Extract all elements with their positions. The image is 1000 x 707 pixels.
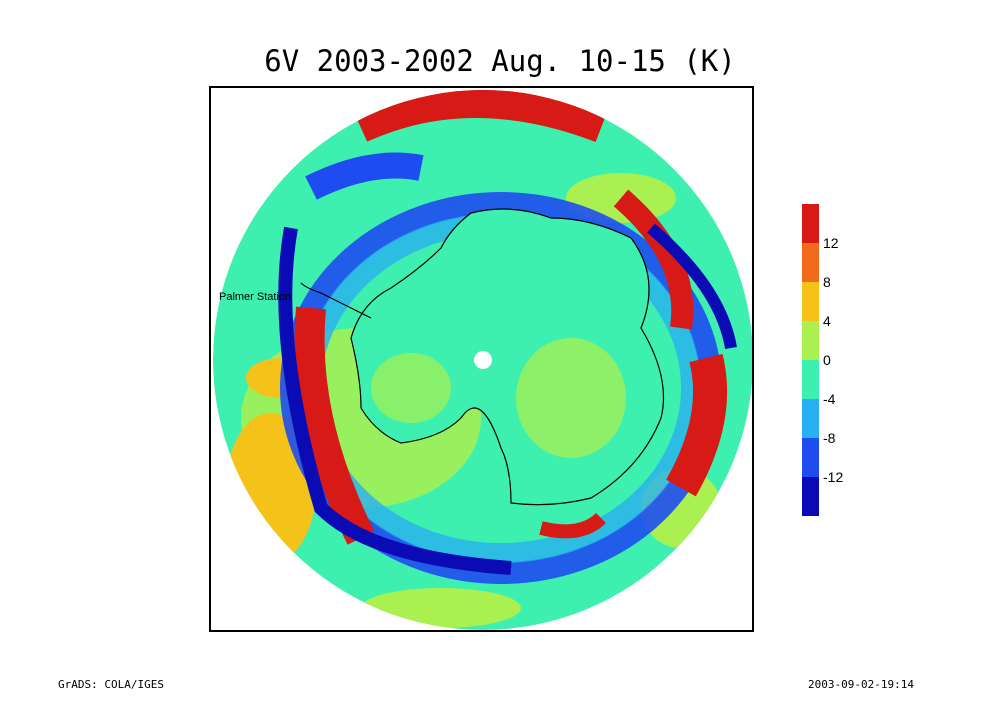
- colorbar-label: -4: [823, 391, 836, 407]
- colorbar-label: 0: [823, 352, 831, 368]
- positive-arc-north-2: [453, 90, 545, 111]
- colorbar-swatch: [802, 438, 819, 477]
- colorbar-label: 12: [823, 235, 839, 251]
- colorbar: [802, 204, 819, 516]
- colorbar-swatch: [802, 399, 819, 438]
- palmer-station-label: Palmer Station: [219, 291, 292, 303]
- colorbar-swatch: [802, 321, 819, 360]
- positive-arc-southeast: [666, 353, 728, 497]
- colorbar-label: -8: [823, 430, 836, 446]
- negative-arc-northwest: [305, 152, 424, 200]
- map-title: 6V 2003-2002 Aug. 10-15 (K): [264, 44, 736, 78]
- field-patch: [361, 588, 521, 628]
- colorbar-swatch: [802, 360, 819, 399]
- footer-credit: GrADS: COLA/IGES: [58, 678, 164, 691]
- polar-map: [213, 90, 752, 630]
- colorbar-label: 8: [823, 274, 831, 290]
- colorbar-swatch: [802, 204, 819, 243]
- positive-arc-west: [294, 306, 375, 545]
- continent-patch: [371, 353, 451, 423]
- map-frame: Palmer Station: [209, 86, 754, 632]
- colorbar-label: -12: [823, 469, 844, 485]
- positive-arc-south: [539, 512, 606, 539]
- negative-arc-west: [278, 226, 512, 575]
- colorbar-swatch: [802, 243, 819, 282]
- continent-patch: [516, 338, 626, 458]
- colorbar-label: 4: [823, 313, 831, 329]
- colorbar-swatch: [802, 282, 819, 321]
- pole-hole: [474, 351, 492, 369]
- negative-arc-east: [647, 223, 737, 350]
- antarctic-peninsula: [300, 282, 372, 319]
- colorbar-swatch: [802, 477, 819, 516]
- footer-timestamp: 2003-09-02-19:14: [808, 678, 914, 691]
- positive-arc-east: [613, 189, 694, 330]
